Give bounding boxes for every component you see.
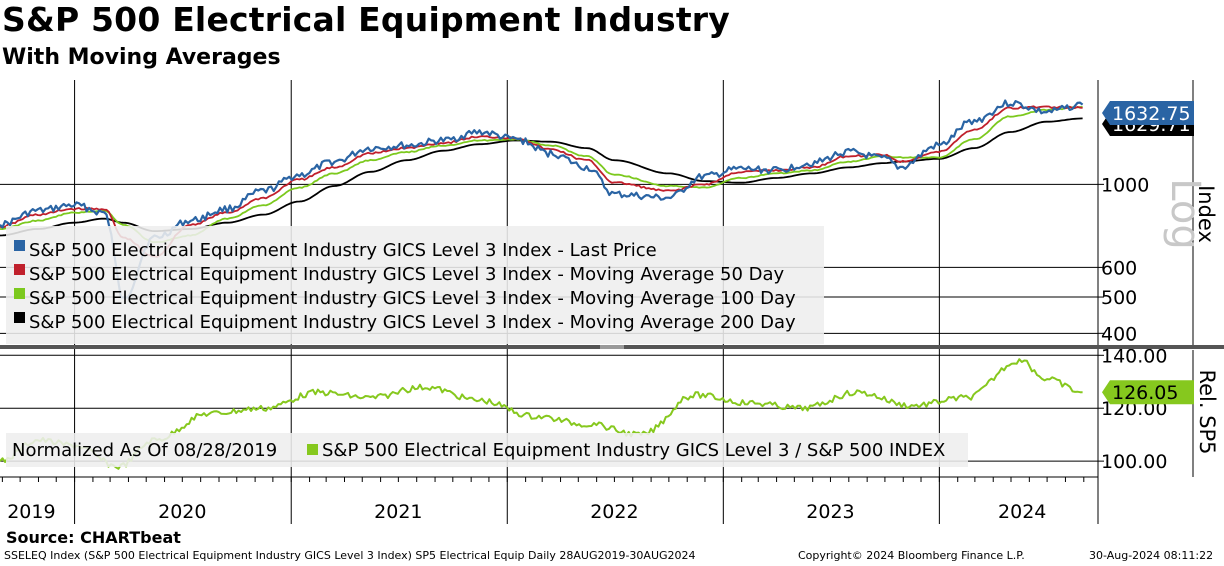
upper-series-line-3 — [0, 117, 1083, 237]
upper-axis-title: Index — [1194, 185, 1218, 243]
legend-entry: S&P 500 Electrical Equipment Industry GI… — [29, 264, 785, 285]
legend-entry: S&P 500 Electrical Equipment Industry GI… — [322, 440, 945, 461]
x-tick-label: 2023 — [806, 501, 854, 523]
legend-entry: S&P 500 Electrical Equipment Industry GI… — [29, 288, 796, 309]
last-value-tag-price-shape — [1102, 101, 1194, 125]
chart-title: S&P 500 Electrical Equipment Industry — [2, 0, 730, 39]
footer-copyright: Copyright© 2024 Bloomberg Finance L.P. — [798, 549, 1025, 562]
x-tick-label: 2024 — [998, 501, 1046, 523]
last-value-tag-relative-shape — [1102, 380, 1194, 405]
upper-y-tick-label: 1000 — [1101, 174, 1149, 196]
footer-ticker-description: SSELEQ Index (S&P 500 Electrical Equipme… — [4, 549, 696, 562]
relative-series-line — [0, 358, 1083, 470]
legend-swatch — [307, 444, 318, 455]
legend-swatch — [14, 288, 25, 299]
upper-series-line-0 — [0, 99, 1084, 299]
legend-entry: S&P 500 Electrical Equipment Industry GI… — [29, 312, 796, 333]
upper-y-tick-label: 500 — [1101, 287, 1137, 309]
lower-legend-box — [6, 433, 968, 467]
x-tick-label: 2019 — [7, 501, 55, 523]
source-note: Source: CHARTbeat — [6, 528, 181, 547]
footer-timestamp: 30-Aug-2024 08:11:22 — [1089, 549, 1214, 562]
chart-subtitle: With Moving Averages — [2, 45, 281, 70]
last-value-tag-relative: 126.05 — [1102, 380, 1194, 405]
upper-legend-box — [6, 226, 824, 344]
last-value-tag-price-text: 1632.75 — [1112, 103, 1191, 125]
x-tick-label: 2020 — [158, 501, 206, 523]
last-value-tag-relative-text: 126.05 — [1112, 382, 1178, 404]
legend-swatch — [14, 312, 25, 323]
lower-y-tick-label: 140.00 — [1101, 345, 1167, 367]
last-value-tag-price: 1632.75 — [1102, 101, 1194, 125]
upper-y-tick-label: 400 — [1101, 323, 1137, 345]
upper-series-line-2 — [0, 106, 1083, 243]
lower-y-tick-label: 100.00 — [1101, 451, 1167, 473]
lower-axis-title: Rel. SP5 — [1195, 369, 1219, 454]
lower-legend-note: Normalized As Of 08/28/2019 — [12, 440, 277, 461]
legend-swatch — [14, 240, 25, 251]
upper-y-tick-label: 600 — [1101, 257, 1137, 279]
legend-layer: S&P 500 Electrical Equipment Industry GI… — [6, 226, 968, 467]
legend-swatch — [14, 264, 25, 275]
panel-divider-handle — [600, 345, 624, 349]
x-tick-label: 2021 — [374, 501, 422, 523]
legend-entry: S&P 500 Electrical Equipment Industry GI… — [29, 240, 657, 261]
axis-layer: 2019 2020 2021 2022 2023 2024 1000 600 500 400140… — [0, 80, 1224, 524]
log-scale-label: Log — [1162, 178, 1208, 249]
x-tick-label: 2022 — [590, 501, 638, 523]
